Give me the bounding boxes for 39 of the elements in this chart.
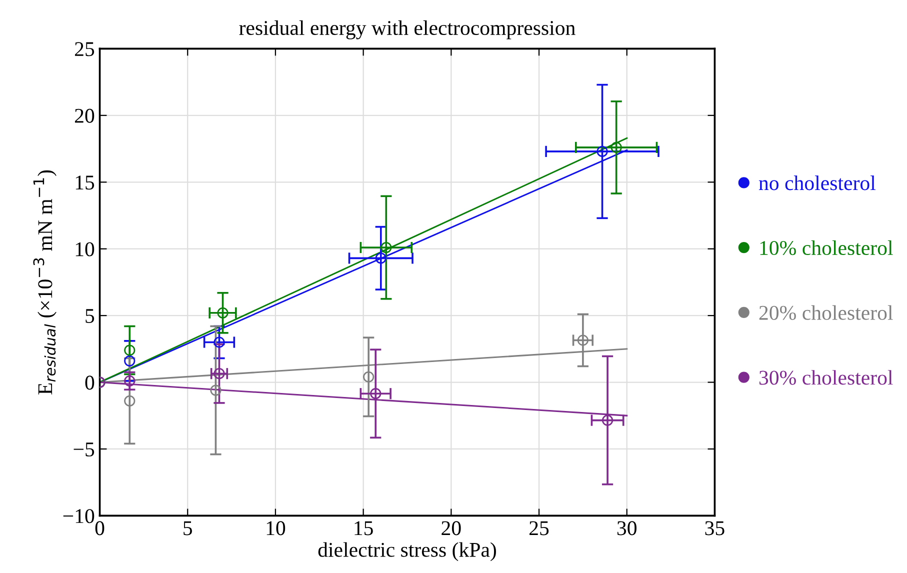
point (375, 252, 386, 264)
point (214, 336, 225, 348)
point (380, 242, 392, 254)
point (124, 355, 136, 366)
y-tick-label: 10 (76, 242, 94, 256)
x-tick-label: 25 (530, 521, 549, 536)
x-axis-title: dielectric stress (kPa) (318, 542, 496, 562)
point (217, 307, 228, 318)
y-tick-label: −5 (74, 442, 94, 456)
legend-label: 20% cholesterol (759, 305, 893, 320)
y-tick-label: 5 (86, 309, 94, 323)
x-tick-label: 0 (95, 521, 104, 536)
x-tick-label: 5 (184, 521, 192, 536)
point (596, 146, 608, 157)
point (363, 371, 374, 382)
x-tick-label: 35 (705, 521, 724, 536)
y-tick-label: 0 (85, 376, 94, 390)
point (370, 388, 382, 400)
point (610, 142, 622, 153)
y-tick-label: −10 (63, 509, 94, 524)
legend-label: no cholesterol (758, 176, 876, 190)
point (577, 334, 588, 346)
x-tick-label: 10 (266, 521, 286, 536)
point (210, 384, 222, 396)
x-tick-label: 30 (617, 521, 636, 536)
chart-title: residual energy with electrocompression (239, 20, 576, 40)
legend-label: 10% cholesterol (760, 240, 893, 256)
point (124, 375, 136, 386)
x-tick-label: 20 (442, 521, 461, 536)
y-axis-title: E$_{residual}$ (×10$^{−3}$ mN m$^{−1}$) (33, 170, 56, 395)
point (602, 414, 614, 426)
y-tick-label: 25 (74, 42, 94, 56)
y-tick-label: 15 (76, 176, 94, 190)
x-tick-label: 15 (354, 521, 373, 536)
point (214, 368, 225, 380)
point (124, 395, 136, 407)
point (124, 344, 136, 356)
y-tick-label: 20 (74, 108, 94, 123)
legend-label: 30% cholesterol (759, 370, 893, 385)
